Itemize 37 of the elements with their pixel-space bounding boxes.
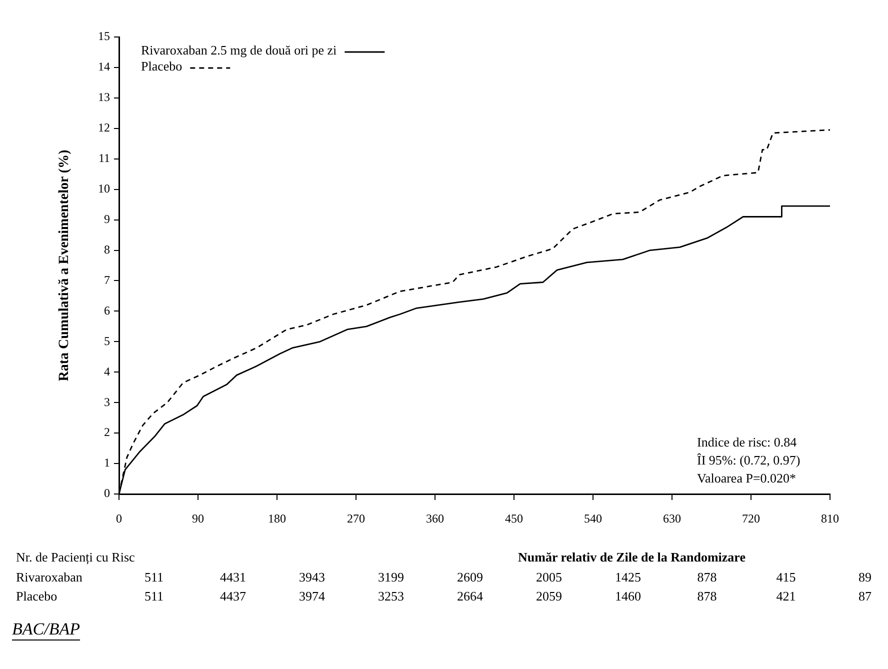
y-axis-title: Rata Cumulativă a Evenimentelor (%): [57, 149, 72, 382]
x-tick-label: 720: [742, 511, 760, 526]
y-tick-label: 11: [98, 151, 110, 166]
legend-label: Rivaroxaban 2.5 mg de două ori pe zi: [141, 42, 338, 58]
y-tick-label: 3: [104, 394, 110, 409]
y-tick-label: 10: [98, 181, 110, 196]
text: Rivaroxaban 511 4431 3943 3199 2609 2005 1425 878 415 89: [16, 569, 872, 584]
y-tick-label: 9: [104, 212, 110, 226]
y-tick-label: 0: [104, 486, 110, 500]
annotation: ÎI 95%: (0.72, 0.97): [697, 452, 800, 468]
text: BAC/BAP: [12, 619, 80, 638]
annotation: Valoarea P=0.020*: [697, 470, 796, 486]
x-tick-label: 180: [268, 511, 286, 526]
x-tick-label: 270: [347, 511, 365, 526]
y-tick-label: 13: [98, 90, 110, 104]
y-tick-label: 8: [104, 242, 110, 256]
x-tick-label: 0: [116, 511, 122, 526]
y-tick-label: 15: [98, 29, 110, 44]
y-tick-label: 6: [104, 303, 110, 318]
y-tick-label: 14: [98, 60, 110, 74]
y-tick-label: 5: [104, 334, 110, 348]
annotation: Indice de risc: 0.84: [697, 434, 798, 450]
x-tick-label: 630: [663, 511, 681, 526]
x-tick-label: 90: [192, 511, 204, 526]
text: Placebo 511 4437 3974 3253 2664 2059 1460 878 421 87: [16, 588, 872, 604]
y-tick-label: 7: [104, 272, 110, 287]
y-tick-label: 12: [98, 120, 110, 135]
x-tick-label: 360: [426, 511, 444, 526]
x-axis-title: Număr relativ de Zile de la Randomizare: [518, 549, 746, 564]
text: Nr. de Pacienți cu Risc: [16, 549, 136, 564]
y-tick-label: 1: [104, 456, 110, 470]
legend-label: Placebo: [141, 58, 182, 74]
x-tick-label: 540: [584, 511, 602, 526]
x-tick-label: 810: [821, 511, 839, 526]
x-tick-label: 450: [505, 511, 523, 526]
y-tick-label: 2: [104, 425, 110, 440]
y-tick-label: 4: [104, 364, 110, 378]
